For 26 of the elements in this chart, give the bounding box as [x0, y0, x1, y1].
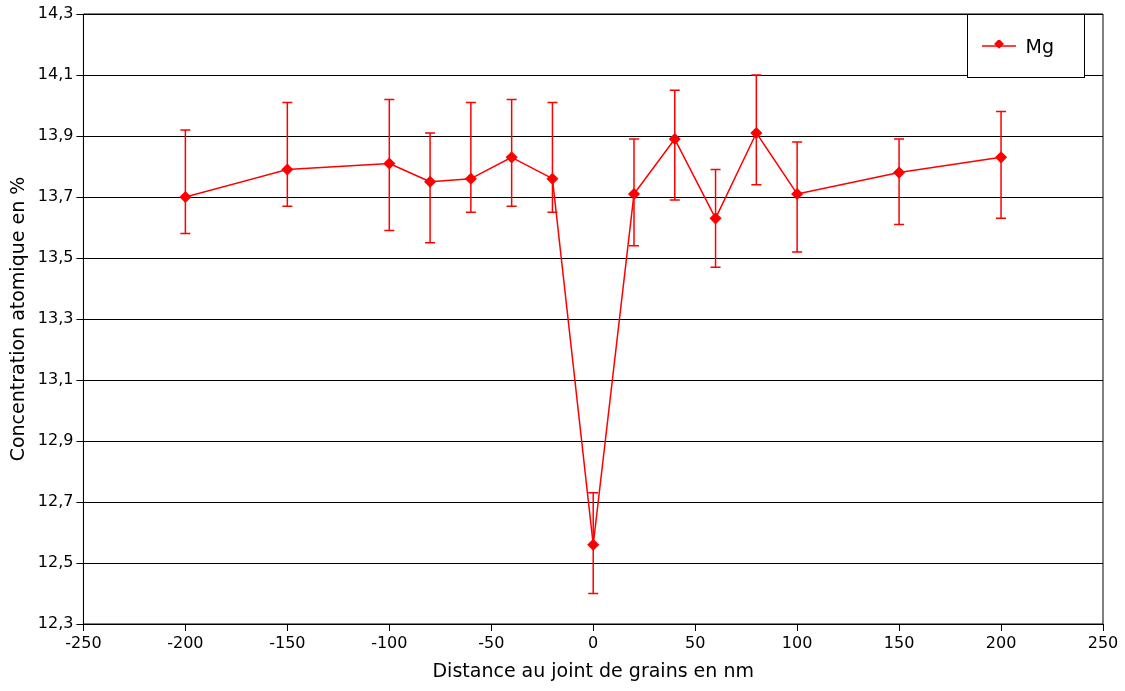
x-tick-label: -200 [167, 632, 204, 652]
x-tick-label: 0 [588, 632, 599, 652]
x-tick-label: -150 [269, 632, 306, 652]
y-tick-label: 12,7 [37, 491, 74, 511]
y-tick-label: 13,9 [37, 125, 74, 145]
y-axis-title: Concentration atomique en % [6, 176, 29, 462]
y-tick-label: 12,5 [37, 552, 74, 572]
x-tick-label: 100 [781, 632, 813, 652]
x-tick-label: 150 [883, 632, 915, 652]
y-tick-label: 13,1 [37, 369, 74, 389]
y-tick-label: 13,5 [37, 247, 74, 267]
y-tick-label: 13,3 [37, 308, 74, 328]
y-tick-label: 14,1 [37, 64, 74, 84]
x-tick-label: -50 [478, 632, 505, 652]
x-tick-label: 50 [684, 632, 706, 652]
point [505, 151, 518, 164]
y-tick-label: 13,7 [37, 186, 74, 206]
y-tick-label: 14,3 [37, 3, 74, 23]
x-tick-label: -100 [371, 632, 408, 652]
y-tick-label: 12,3 [37, 613, 74, 633]
x-tick-label: 250 [1087, 632, 1119, 652]
y-tick-label: 12,9 [37, 430, 74, 450]
x-tick-label: 200 [985, 632, 1017, 652]
x-axis-title: Distance au joint de grains en nm [432, 658, 754, 681]
legend-label: Mg [1025, 35, 1054, 57]
x-tick-label: -250 [65, 632, 102, 652]
